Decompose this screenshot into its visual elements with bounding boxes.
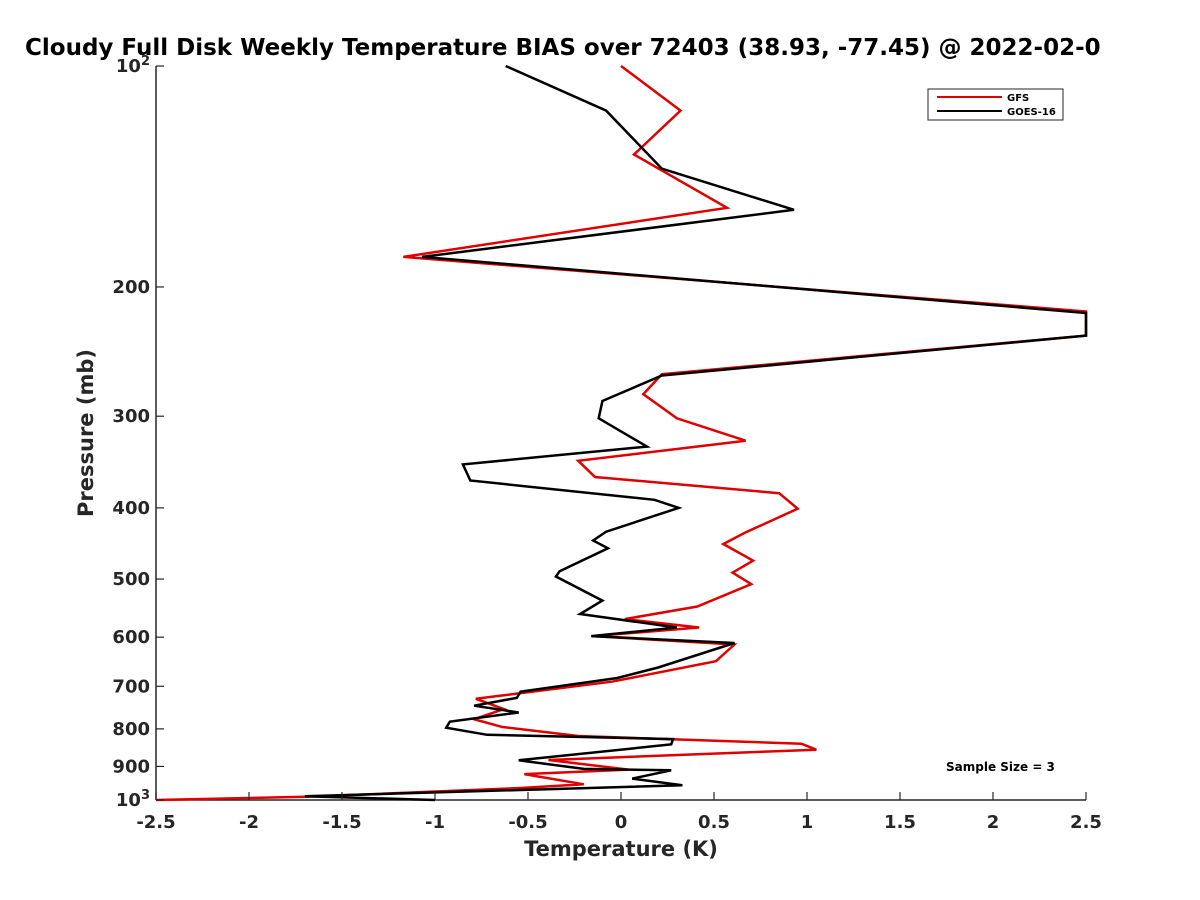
x-tick-label: 1 — [801, 812, 814, 833]
sample-size-annotation: Sample Size = 3 — [946, 760, 1055, 774]
y-tick-label: 500 — [112, 569, 150, 590]
y-tick-label: 103 — [116, 788, 150, 811]
x-tick-label: -0.5 — [508, 812, 547, 833]
y-tick-label: 102 — [116, 54, 150, 77]
x-tick-label: -2 — [239, 812, 259, 833]
plot-area — [155, 64, 1088, 802]
x-tick-label: -1.5 — [322, 812, 361, 833]
legend-label-goes-16: GOES-16 — [1007, 107, 1056, 118]
y-tick-label: 300 — [112, 406, 150, 427]
legend: GFS GOES-16 — [927, 88, 1064, 121]
series-line-gfs — [155, 64, 1088, 802]
y-tick-label: 700 — [112, 676, 150, 697]
y-tick-label: 900 — [112, 756, 150, 777]
legend-label-gfs: GFS — [1007, 93, 1029, 104]
y-tick-label: 400 — [112, 498, 150, 519]
x-tick-label: -2.5 — [136, 812, 175, 833]
x-tick-label: -1 — [425, 812, 445, 833]
x-tick-label: 0.5 — [698, 812, 730, 833]
x-tick-label: 2 — [987, 812, 1000, 833]
x-axis-ticks: -2.5 -2 -1.5 -1 -0.5 0 0.5 1 1.5 2 2.5 — [136, 792, 1102, 833]
y-axis-ticks: 102 200 300 400 500 600 700 800 900 103 — [112, 54, 164, 811]
y-tick-label: 200 — [112, 277, 150, 298]
y-tick-label: 600 — [112, 627, 150, 648]
y-axis-label: Pressure (mb) — [74, 349, 98, 517]
x-tick-label: 0 — [615, 812, 628, 833]
y-tick-label: 800 — [112, 719, 150, 740]
series-line-goes-16 — [304, 64, 1088, 802]
x-axis-label: Temperature (K) — [524, 837, 718, 861]
x-tick-label: 1.5 — [884, 812, 916, 833]
legend-box — [927, 88, 1064, 121]
series-layer — [155, 64, 1088, 802]
x-tick-label: 2.5 — [1070, 812, 1102, 833]
chart-title: Cloudy Full Disk Weekly Temperature BIAS… — [25, 35, 1101, 61]
